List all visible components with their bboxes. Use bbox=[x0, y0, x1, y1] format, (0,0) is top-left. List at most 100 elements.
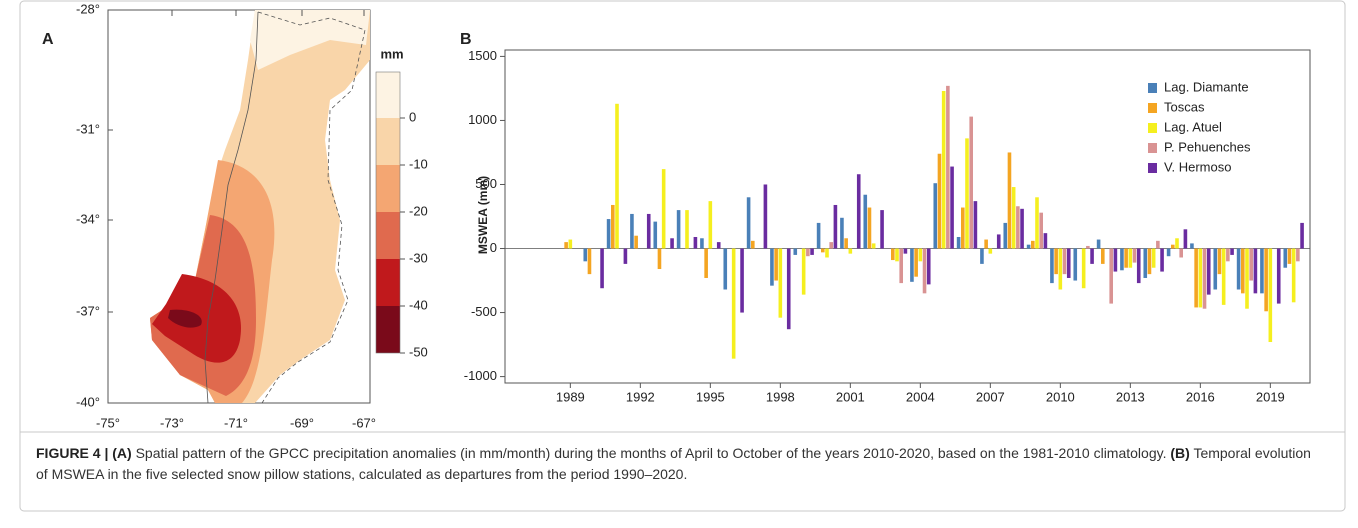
panel-label: B bbox=[460, 31, 472, 48]
bar bbox=[670, 238, 674, 249]
bar bbox=[965, 138, 969, 249]
bar bbox=[1054, 248, 1058, 275]
bar bbox=[770, 248, 774, 286]
caption: FIGURE 4 | (A) Spatial pattern of the GP… bbox=[36, 443, 1326, 485]
bar bbox=[863, 194, 868, 249]
legend-swatch bbox=[1148, 143, 1157, 153]
bar bbox=[910, 248, 914, 282]
x-tick-label: 2001 bbox=[836, 389, 865, 404]
caption-text: Spatial pattern of the GPCC precipitatio… bbox=[135, 445, 1167, 461]
x-tick-label: 2010 bbox=[1046, 389, 1075, 404]
y-tick-label: 1000 bbox=[468, 112, 497, 127]
bar bbox=[1287, 248, 1292, 264]
bar bbox=[961, 207, 965, 249]
bar bbox=[1160, 248, 1164, 272]
bar bbox=[1268, 248, 1273, 343]
lat-tick-label: -40° bbox=[76, 394, 100, 409]
bar bbox=[700, 238, 704, 249]
bar bbox=[848, 248, 853, 254]
bar bbox=[751, 240, 755, 249]
y-tick-label: 1500 bbox=[468, 48, 497, 63]
bar bbox=[996, 234, 1001, 249]
bar bbox=[1066, 248, 1071, 278]
bar bbox=[956, 236, 961, 249]
bar bbox=[587, 248, 592, 275]
anomaly-region bbox=[250, 10, 370, 70]
bar bbox=[937, 153, 942, 249]
bar bbox=[1090, 248, 1094, 264]
legend-label: Lag. Diamante bbox=[1164, 79, 1249, 94]
caption-text: Temporal evolution of MSWEA in the five … bbox=[36, 445, 1311, 482]
y-tick-label: -500 bbox=[471, 304, 497, 319]
bar bbox=[778, 248, 783, 318]
bar bbox=[1151, 248, 1156, 268]
bar bbox=[1031, 240, 1035, 249]
bar bbox=[950, 166, 954, 249]
colorbar-swatch bbox=[376, 259, 400, 306]
x-tick-label: 1995 bbox=[696, 389, 725, 404]
colorbar-tick-label: -40 bbox=[409, 297, 428, 312]
bar bbox=[1291, 248, 1296, 303]
colorbar: mm 0 -10 -20 -30 -40 -50 bbox=[375, 46, 428, 359]
plot-frame bbox=[504, 49, 1311, 384]
bar bbox=[1101, 248, 1105, 264]
bar bbox=[1016, 206, 1020, 249]
bar bbox=[1171, 244, 1175, 249]
bar bbox=[1202, 248, 1207, 309]
bar bbox=[926, 248, 931, 285]
bar bbox=[984, 239, 988, 249]
lat-tick-label: -37° bbox=[76, 303, 100, 318]
bar bbox=[564, 242, 568, 249]
bar bbox=[1183, 229, 1188, 249]
bar bbox=[623, 248, 628, 264]
legend-swatch bbox=[1148, 103, 1157, 113]
bar bbox=[1226, 248, 1230, 262]
bar bbox=[763, 184, 768, 249]
legend-label: P. Pehuenches bbox=[1164, 139, 1251, 154]
bar bbox=[1236, 248, 1241, 290]
bar bbox=[1113, 248, 1118, 272]
caption-panel-label: (A) bbox=[112, 445, 132, 461]
bar bbox=[786, 248, 791, 330]
bar bbox=[891, 248, 895, 261]
x-tick-label: 1992 bbox=[626, 389, 655, 404]
bar bbox=[1198, 248, 1203, 308]
bar bbox=[1206, 248, 1211, 295]
bar bbox=[844, 238, 848, 249]
region-boundary bbox=[257, 11, 366, 404]
lat-tick-label: -34° bbox=[76, 211, 100, 226]
colorbar-unit: mm bbox=[380, 46, 403, 61]
anomaly-region bbox=[168, 309, 202, 328]
bar bbox=[1128, 248, 1133, 268]
bar bbox=[903, 248, 908, 254]
bar bbox=[793, 248, 798, 255]
x-tick-label: 1989 bbox=[556, 389, 585, 404]
bar bbox=[1120, 248, 1124, 271]
lon-tick-label: -69° bbox=[290, 415, 314, 430]
bar bbox=[1245, 248, 1249, 309]
bar bbox=[941, 90, 946, 249]
bar bbox=[871, 243, 876, 249]
bar bbox=[806, 248, 810, 257]
border-line bbox=[204, 11, 259, 404]
x-tick-label: 1998 bbox=[766, 389, 795, 404]
bar bbox=[600, 248, 604, 289]
lon-tick-label: -71° bbox=[224, 415, 248, 430]
colorbar-tick-label: -50 bbox=[409, 344, 428, 359]
bar bbox=[1156, 240, 1160, 249]
bar bbox=[829, 242, 833, 249]
colorbar-swatch bbox=[376, 306, 400, 353]
bar bbox=[973, 201, 978, 249]
bar bbox=[914, 248, 918, 277]
colorbar-swatch bbox=[376, 165, 400, 212]
bar bbox=[606, 219, 611, 249]
x-tick-label: 2016 bbox=[1186, 389, 1215, 404]
bar bbox=[653, 221, 658, 249]
x-tick-label: 2019 bbox=[1256, 389, 1285, 404]
legend-swatch bbox=[1148, 83, 1157, 93]
bar bbox=[1147, 248, 1152, 275]
bar bbox=[615, 103, 619, 249]
bar bbox=[825, 248, 829, 258]
